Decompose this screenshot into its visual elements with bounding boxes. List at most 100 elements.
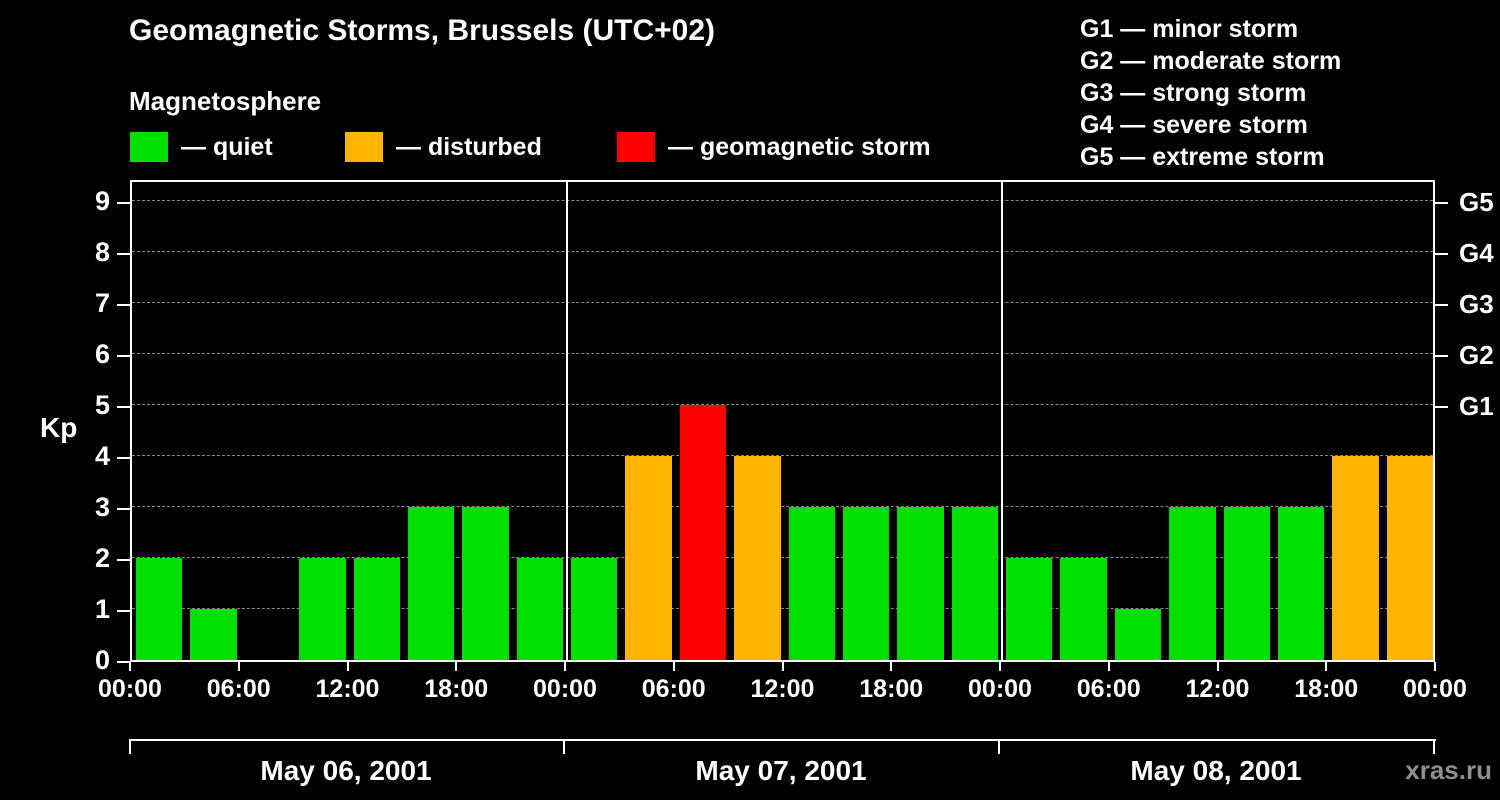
kp-bar: [1223, 507, 1270, 660]
legend-item-disturbed: — disturbed: [345, 132, 542, 162]
kp-bar: [625, 456, 672, 660]
legend-item-quiet: — quiet: [130, 132, 273, 162]
gridline: [132, 251, 1433, 252]
date-axis-tick: [998, 739, 1000, 754]
y-tick-label: 3: [94, 492, 110, 522]
kp-bar: [788, 507, 835, 660]
date-axis-tick: [563, 739, 565, 754]
date-axis: May 06, 2001 May 07, 2001 May 08, 2001: [129, 739, 1436, 799]
storm-scale-g2: G2 — moderate storm: [1080, 47, 1342, 75]
y-axis-tick: [117, 661, 130, 663]
x-tick-label: 06:00: [641, 675, 706, 703]
kp-bar: [299, 558, 346, 660]
x-axis-tick: [129, 662, 131, 671]
x-axis-tick: [1325, 662, 1328, 671]
legend-item-storm: — geomagnetic storm: [617, 132, 931, 162]
x-axis-tick: [564, 662, 566, 671]
kp-bar: [679, 405, 727, 660]
g-axis-tick: [1435, 355, 1448, 357]
y-tick-label: 1: [94, 594, 110, 624]
g-scale-label: G4: [1459, 238, 1494, 268]
quiet-label: — quiet: [181, 132, 273, 161]
gridline: [132, 404, 1433, 405]
g-scale-label: G5: [1459, 187, 1494, 217]
watermark: xras.ru: [1405, 755, 1492, 785]
g-axis-tick: [1435, 202, 1448, 204]
x-tick-label: 12:00: [750, 675, 815, 703]
x-tick-label: 18:00: [859, 675, 924, 703]
gridline: [132, 302, 1433, 303]
x-axis-tick: [890, 662, 893, 671]
x-tick-label: 00:00: [1403, 675, 1467, 703]
y-axis-tick: [117, 610, 130, 612]
y-tick-label: 6: [94, 339, 110, 369]
storm-scale-g3: G3 — strong storm: [1080, 79, 1307, 107]
date-axis-tick: [1433, 739, 1435, 754]
day-separator-line: [1001, 182, 1003, 660]
kp-bar: [190, 609, 237, 660]
kp-bar: [1277, 507, 1325, 660]
gridline: [132, 200, 1433, 201]
y-axis-tick: [117, 508, 130, 510]
x-axis-tick: [237, 662, 240, 671]
kp-bar: [1332, 456, 1379, 660]
x-axis-tick: [999, 662, 1001, 671]
x-tick-label: 12:00: [1185, 675, 1250, 703]
date-label-day2: May 07, 2001: [695, 755, 867, 786]
y-axis-tick: [117, 457, 130, 459]
y-tick-label: 9: [94, 186, 110, 216]
quiet-color-swatch: [130, 132, 168, 162]
x-axis-tick: [1434, 662, 1436, 671]
x-axis-tick: [1216, 662, 1219, 671]
g-scale-label: G3: [1459, 289, 1494, 319]
x-axis-tick: [346, 662, 349, 671]
y-axis-tick: [117, 202, 130, 204]
date-label-day1: May 06, 2001: [260, 755, 432, 786]
y-tick-label: 8: [94, 237, 110, 267]
x-tick-label: 00:00: [98, 675, 162, 703]
g-scale-label: G2: [1459, 340, 1494, 370]
storm-scale-legend: G1 — minor storm G2 — moderate storm G3 …: [1080, 13, 1341, 173]
date-axis-line: [129, 739, 1436, 741]
y-axis-tick: [117, 304, 130, 306]
g-scale-label: G1: [1459, 391, 1494, 421]
kp-bar: [951, 507, 998, 660]
y-tick-label: 7: [94, 288, 110, 318]
y-axis-title: Kp: [40, 412, 78, 443]
y-tick-label: 2: [94, 543, 110, 573]
g-axis-tick: [1435, 406, 1448, 408]
g-axis-tick: [1435, 253, 1448, 255]
storm-scale-g5: G5 — extreme storm: [1080, 143, 1325, 171]
storm-scale-g1: G1 — minor storm: [1080, 15, 1299, 43]
y-axis-tick: [117, 559, 130, 561]
kp-bar: [1060, 558, 1107, 660]
kp-bar: [571, 558, 618, 660]
storm-color-swatch: [617, 132, 655, 162]
gridline: [132, 557, 1433, 558]
x-tick-label: 18:00: [424, 675, 489, 703]
gridline: [132, 506, 1433, 507]
kp-bar: [897, 507, 944, 660]
page-title: Geomagnetic Storms, Brussels (UTC+02): [129, 14, 716, 47]
y-axis-tick: [117, 253, 130, 255]
disturbed-label: — disturbed: [396, 132, 542, 161]
y-axis-tick: [117, 355, 130, 357]
day-separator-line: [566, 182, 568, 660]
kp-bar: [136, 558, 183, 660]
kp-bar-partial: [1422, 456, 1433, 660]
storm-scale-g4: G4 — severe storm: [1080, 111, 1308, 139]
x-tick-label: 06:00: [1076, 675, 1141, 703]
kp-bar: [734, 456, 781, 660]
kp-bar: [842, 507, 890, 660]
x-tick-label: 18:00: [1294, 675, 1359, 703]
g-axis-tick: [1435, 304, 1448, 306]
x-tick-label: 06:00: [206, 675, 271, 703]
kp-bar: [1006, 558, 1053, 660]
y-tick-label: 5: [94, 390, 110, 420]
gridline: [132, 608, 1433, 609]
storm-label: — geomagnetic storm: [668, 132, 931, 161]
magnetosphere-label: Magnetosphere: [129, 86, 322, 116]
x-tick-label: 12:00: [315, 675, 380, 703]
kp-bar: [353, 558, 400, 660]
y-axis-tick: [117, 406, 130, 408]
